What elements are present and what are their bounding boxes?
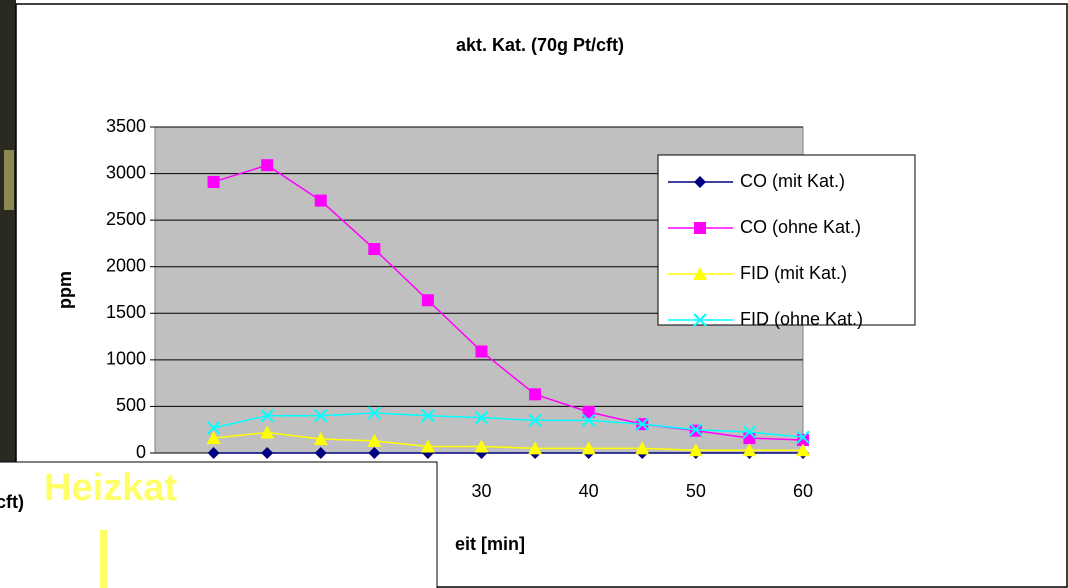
overlay-slide: cft) Heizkat bbox=[0, 462, 437, 588]
x-tick-label: 40 bbox=[579, 481, 599, 501]
x-tick-label: 30 bbox=[471, 481, 491, 501]
marker bbox=[422, 294, 434, 306]
legend-label: FID (mit Kat.) bbox=[740, 263, 847, 283]
legend-label: FID (ohne Kat.) bbox=[740, 309, 863, 329]
background-photo bbox=[4, 150, 14, 210]
slide-text: cft) bbox=[0, 492, 24, 512]
screen: akt. Kat. (70g Pt/cft) ppm eit [min] 0 50… bbox=[0, 0, 1068, 588]
y-tick-label: 3000 bbox=[106, 162, 146, 182]
marker bbox=[743, 432, 755, 444]
slide-bar bbox=[100, 530, 107, 588]
y-tick-label: 3500 bbox=[106, 116, 146, 136]
y-tick-label: 1500 bbox=[106, 302, 146, 322]
marker bbox=[261, 159, 273, 171]
y-axis-label: ppm bbox=[55, 271, 75, 309]
legend-label: CO (ohne Kat.) bbox=[740, 217, 861, 237]
marker bbox=[476, 345, 488, 357]
marker bbox=[694, 222, 706, 234]
x-axis-label: eit [min] bbox=[455, 534, 525, 554]
legend-label: CO (mit Kat.) bbox=[740, 171, 845, 191]
marker bbox=[529, 388, 541, 400]
x-tick-label: 50 bbox=[686, 481, 706, 501]
marker bbox=[368, 243, 380, 255]
x-tick-label: 60 bbox=[793, 481, 813, 501]
slide-heading: Heizkat bbox=[44, 467, 177, 509]
marker bbox=[315, 195, 327, 207]
y-tick-label: 0 bbox=[136, 442, 146, 462]
y-tick-label: 1000 bbox=[106, 349, 146, 369]
y-tick-label: 2500 bbox=[106, 209, 146, 229]
y-tick-label: 2000 bbox=[106, 255, 146, 275]
y-tick-label: 500 bbox=[116, 395, 146, 415]
chart-title: akt. Kat. (70g Pt/cft) bbox=[456, 35, 624, 55]
marker bbox=[208, 176, 220, 188]
legend: CO (mit Kat.) CO (ohne Kat.) FID (mit Kat.… bbox=[658, 155, 915, 329]
